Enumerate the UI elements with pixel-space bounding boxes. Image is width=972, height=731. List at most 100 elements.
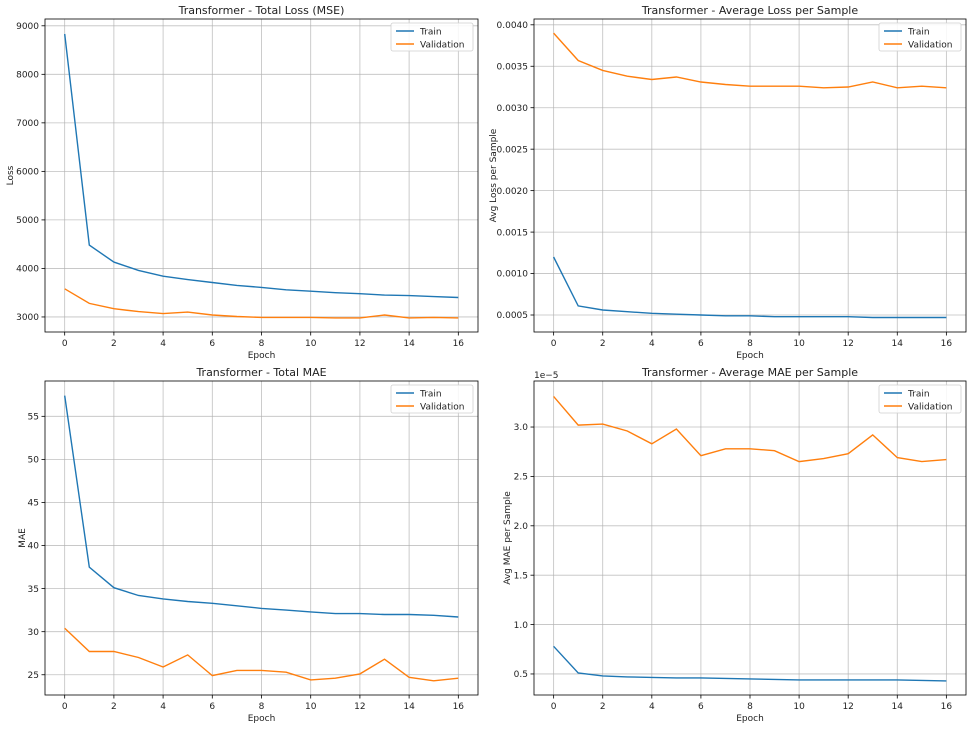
y-tick-label: 1.0 (514, 621, 529, 631)
y-tick-label: 0.0005 (497, 311, 529, 321)
x-tick-label: 0 (551, 702, 557, 712)
legend: Train Validation (390, 22, 474, 52)
x-tick-label: 6 (209, 702, 215, 712)
chart-title: Transformer - Total MAE (195, 366, 326, 379)
y-axis-label: Avg MAE per Sample (503, 491, 513, 585)
series-line-validation (553, 395, 947, 463)
x-tick-label: 4 (649, 702, 655, 712)
series-line-train (553, 645, 947, 682)
y-tick-label: 3.0 (514, 423, 529, 433)
x-tick-label: 14 (403, 339, 415, 349)
x-tick-label: 14 (892, 702, 904, 712)
y-tick-label: 25 (28, 671, 39, 681)
y-tick-label: 0.0020 (497, 187, 529, 197)
axes-frame (533, 18, 967, 333)
y-axis-label: Loss (6, 165, 16, 185)
y-tick-label: 30 (28, 628, 40, 638)
subplot-2: 0 2 4 6 8 10 12 14 16 0.0005 0.0010 0.0015 0.0020 0.0… (489, 4, 967, 361)
x-tick-label: 6 (209, 339, 215, 349)
y-axis-label: MAE (18, 528, 28, 548)
y-tick-label: 6000 (16, 168, 39, 178)
y-tick-label: 50 (28, 456, 40, 466)
series-line-train (64, 395, 459, 618)
series-line-train (64, 33, 459, 299)
y-tick-label: 0.0025 (497, 145, 529, 155)
x-tick-label: 10 (793, 339, 805, 349)
x-tick-label: 2 (111, 339, 117, 349)
x-tick-label: 2 (600, 702, 606, 712)
chart-title: Transformer - Average MAE per Sample (641, 366, 858, 379)
y-tick-label: 40 (28, 542, 40, 552)
x-tick-label: 16 (453, 702, 465, 712)
y-tick-label: 0.0030 (497, 104, 529, 114)
axes-frame (533, 380, 967, 696)
x-tick-label: 14 (403, 702, 415, 712)
subplot-4: 0 2 4 6 8 10 12 14 16 0.5 1.0 1.5 2.0 2.5 3.0 Transform… (503, 366, 967, 724)
x-tick-label: 2 (600, 339, 606, 349)
y-tick-label: 55 (28, 413, 39, 423)
x-tick-label: 6 (698, 339, 704, 349)
legend-label-validation: Validation (908, 402, 952, 412)
legend-label-train: Train (907, 27, 930, 37)
x-tick-label: 16 (941, 339, 953, 349)
x-tick-label: 8 (259, 702, 265, 712)
chart-title: Transformer - Average Loss per Sample (641, 4, 859, 17)
x-tick-label: 4 (160, 339, 166, 349)
series-line-validation (64, 288, 459, 319)
x-axis-label: Epoch (736, 351, 764, 361)
x-tick-label: 8 (747, 339, 753, 349)
x-tick-label: 6 (698, 702, 704, 712)
x-tick-label: 0 (62, 339, 68, 349)
y-tick-label: 5000 (16, 216, 39, 226)
legend-label-validation: Validation (908, 40, 952, 50)
x-tick-label: 10 (305, 702, 317, 712)
x-tick-label: 16 (453, 339, 465, 349)
legend: Train Validation (878, 22, 962, 52)
y-axis-label: Avg Loss per Sample (489, 128, 499, 222)
x-tick-label: 0 (62, 702, 68, 712)
x-tick-label: 16 (941, 702, 953, 712)
y-tick-label: 8000 (16, 71, 39, 81)
axes-frame (44, 18, 479, 333)
y-tick-label: 0.0035 (497, 62, 529, 72)
y-offset-label: 1e−5 (534, 371, 559, 381)
legend-label-train: Train (419, 389, 442, 399)
x-tick-label: 4 (160, 702, 166, 712)
chart-title: Transformer - Total Loss (MSE) (178, 4, 345, 17)
legend-label-train: Train (907, 389, 930, 399)
x-tick-label: 12 (842, 339, 853, 349)
x-tick-label: 12 (354, 702, 365, 712)
x-tick-label: 14 (892, 339, 904, 349)
y-tick-label: 7000 (16, 119, 39, 129)
y-tick-label: 1.5 (514, 571, 528, 581)
subplot-3: 0 2 4 6 8 10 12 14 16 25 30 35 40 45 50 55 Transformer -… (18, 366, 479, 724)
legend: Train Validation (878, 384, 962, 414)
x-axis-label: Epoch (248, 714, 276, 724)
y-tick-label: 9000 (16, 22, 39, 32)
x-tick-label: 10 (305, 339, 317, 349)
subplot-1: 0 2 4 6 8 10 12 14 16 3000 4000 5000 6000 7000 8000 900… (6, 4, 479, 361)
series-line-validation (553, 32, 947, 89)
x-tick-label: 12 (842, 702, 853, 712)
series-line-validation (64, 627, 459, 682)
y-tick-label: 0.0010 (497, 270, 529, 280)
x-tick-label: 8 (259, 339, 265, 349)
y-tick-label: 2.0 (514, 522, 529, 532)
x-tick-label: 2 (111, 702, 117, 712)
legend-label-validation: Validation (420, 402, 464, 412)
series-line-train (552, 256, 947, 319)
y-tick-label: 4000 (16, 265, 39, 275)
axes-frame (44, 380, 479, 696)
y-tick-label: 0.0040 (497, 21, 529, 31)
legend: Train Validation (390, 384, 474, 414)
x-tick-label: 12 (354, 339, 365, 349)
y-tick-label: 35 (28, 585, 39, 595)
x-tick-label: 10 (793, 702, 805, 712)
x-tick-label: 0 (551, 339, 557, 349)
y-tick-label: 2.5 (514, 473, 528, 483)
x-axis-label: Epoch (248, 351, 276, 361)
x-axis-label: Epoch (736, 714, 764, 724)
y-tick-label: 45 (28, 499, 39, 509)
y-tick-label: 0.0015 (497, 228, 529, 238)
